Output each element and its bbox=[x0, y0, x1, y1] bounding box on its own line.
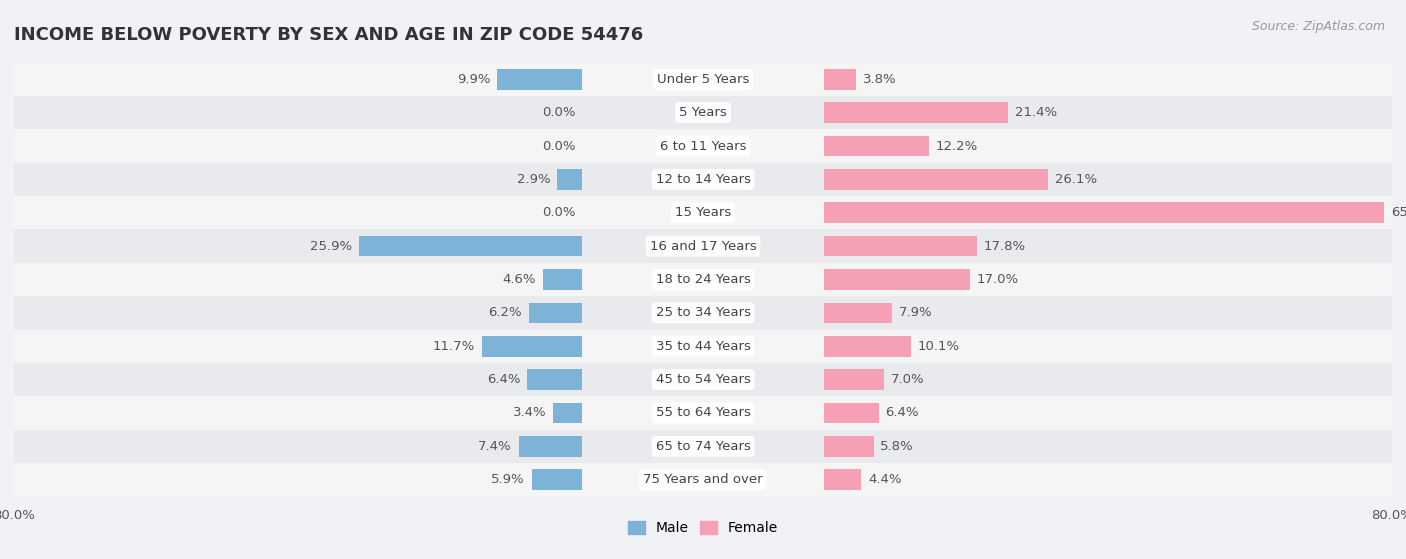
Text: 45 to 54 Years: 45 to 54 Years bbox=[655, 373, 751, 386]
Text: 12 to 14 Years: 12 to 14 Years bbox=[655, 173, 751, 186]
Bar bbox=[14, 296, 1392, 330]
Text: 6.4%: 6.4% bbox=[486, 373, 520, 386]
Bar bbox=[824, 302, 891, 323]
Bar bbox=[14, 263, 1392, 296]
Text: 7.4%: 7.4% bbox=[478, 440, 512, 453]
Text: 7.0%: 7.0% bbox=[891, 373, 924, 386]
Text: 21.4%: 21.4% bbox=[1015, 106, 1057, 119]
Text: 3.8%: 3.8% bbox=[863, 73, 897, 86]
Bar bbox=[14, 163, 1392, 196]
Bar bbox=[824, 402, 879, 423]
Text: 6.2%: 6.2% bbox=[488, 306, 522, 319]
Text: 0.0%: 0.0% bbox=[543, 206, 575, 219]
Bar bbox=[529, 302, 582, 323]
Bar bbox=[553, 402, 582, 423]
Bar bbox=[14, 396, 1392, 430]
Text: INCOME BELOW POVERTY BY SEX AND AGE IN ZIP CODE 54476: INCOME BELOW POVERTY BY SEX AND AGE IN Z… bbox=[14, 26, 644, 44]
Bar bbox=[14, 463, 1392, 496]
Bar bbox=[14, 330, 1392, 363]
Bar bbox=[360, 236, 582, 257]
Text: 16 and 17 Years: 16 and 17 Years bbox=[650, 240, 756, 253]
Bar bbox=[527, 369, 582, 390]
Text: 4.6%: 4.6% bbox=[502, 273, 536, 286]
Bar bbox=[14, 229, 1392, 263]
Text: 17.8%: 17.8% bbox=[984, 240, 1026, 253]
Bar bbox=[531, 470, 582, 490]
Bar bbox=[824, 336, 911, 357]
Bar bbox=[14, 196, 1392, 229]
Text: 5.9%: 5.9% bbox=[491, 473, 524, 486]
Text: 10.1%: 10.1% bbox=[918, 340, 959, 353]
Text: 0.0%: 0.0% bbox=[543, 106, 575, 119]
Bar bbox=[498, 69, 582, 89]
Bar bbox=[824, 102, 1008, 123]
Text: Under 5 Years: Under 5 Years bbox=[657, 73, 749, 86]
Bar bbox=[519, 436, 582, 457]
Text: 25.9%: 25.9% bbox=[311, 240, 353, 253]
Bar bbox=[557, 169, 582, 190]
Bar bbox=[824, 470, 862, 490]
Text: 18 to 24 Years: 18 to 24 Years bbox=[655, 273, 751, 286]
Text: 55 to 64 Years: 55 to 64 Years bbox=[655, 406, 751, 419]
Text: 5.8%: 5.8% bbox=[880, 440, 914, 453]
Bar bbox=[14, 129, 1392, 163]
Bar bbox=[14, 63, 1392, 96]
Bar bbox=[824, 202, 1384, 223]
Text: 12.2%: 12.2% bbox=[935, 140, 977, 153]
Bar bbox=[824, 369, 884, 390]
Bar bbox=[824, 236, 977, 257]
Text: 15 Years: 15 Years bbox=[675, 206, 731, 219]
Text: 6.4%: 6.4% bbox=[886, 406, 920, 419]
Text: 5 Years: 5 Years bbox=[679, 106, 727, 119]
Bar bbox=[14, 96, 1392, 129]
Text: 75 Years and over: 75 Years and over bbox=[643, 473, 763, 486]
Legend: Male, Female: Male, Female bbox=[623, 516, 783, 541]
Bar bbox=[14, 430, 1392, 463]
Text: 35 to 44 Years: 35 to 44 Years bbox=[655, 340, 751, 353]
Bar bbox=[824, 436, 873, 457]
Bar bbox=[824, 269, 970, 290]
Bar bbox=[824, 69, 856, 89]
Text: 9.9%: 9.9% bbox=[457, 73, 491, 86]
Text: 6 to 11 Years: 6 to 11 Years bbox=[659, 140, 747, 153]
Text: 3.4%: 3.4% bbox=[513, 406, 547, 419]
Bar bbox=[824, 169, 1049, 190]
Text: 11.7%: 11.7% bbox=[433, 340, 475, 353]
Text: 7.9%: 7.9% bbox=[898, 306, 932, 319]
Text: 4.4%: 4.4% bbox=[869, 473, 901, 486]
Bar bbox=[543, 269, 582, 290]
Bar bbox=[824, 136, 928, 157]
Text: 2.9%: 2.9% bbox=[517, 173, 551, 186]
Bar bbox=[14, 363, 1392, 396]
Text: 65.1%: 65.1% bbox=[1391, 206, 1406, 219]
Text: 25 to 34 Years: 25 to 34 Years bbox=[655, 306, 751, 319]
Text: 0.0%: 0.0% bbox=[543, 140, 575, 153]
Text: 65 to 74 Years: 65 to 74 Years bbox=[655, 440, 751, 453]
Text: 17.0%: 17.0% bbox=[977, 273, 1019, 286]
Text: Source: ZipAtlas.com: Source: ZipAtlas.com bbox=[1251, 20, 1385, 32]
Bar bbox=[482, 336, 582, 357]
Text: 26.1%: 26.1% bbox=[1056, 173, 1097, 186]
